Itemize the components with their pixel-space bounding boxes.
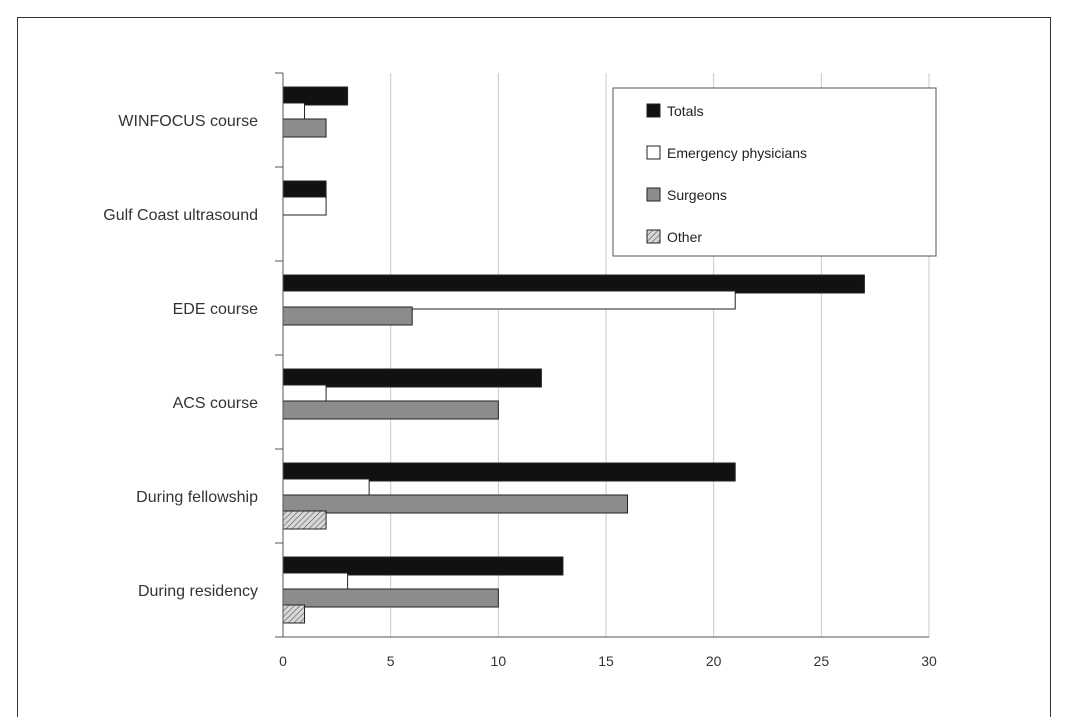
bar-other: [282, 604, 306, 624]
bar-emergency-physicians: [282, 102, 306, 122]
x-tick-label: 0: [279, 653, 287, 669]
bar-emergency-physicians: [282, 478, 370, 498]
category-label: During fellowship: [136, 489, 258, 506]
category-label: During residency: [138, 583, 258, 600]
legend-label: Surgeons: [667, 187, 727, 203]
bar-totals: [282, 274, 865, 294]
bar-totals: [282, 556, 564, 576]
bar-other: [282, 510, 327, 530]
category-label: Gulf Coast ultrasound: [103, 207, 258, 224]
legend-label: Totals: [667, 103, 704, 119]
bar-emergency-physicians: [282, 384, 327, 404]
legend: Totals Emergency physicians Surgeons Other: [612, 87, 937, 257]
bar-emergency-physicians: [282, 290, 736, 310]
legend-swatch: [646, 103, 661, 118]
bar-totals: [282, 462, 736, 482]
x-tick-label: 25: [814, 653, 830, 669]
category-label: EDE course: [173, 301, 258, 318]
bar-totals: [282, 180, 327, 200]
legend-box: [612, 87, 937, 257]
legend-swatch: [646, 145, 661, 160]
x-tick-label: 15: [598, 653, 614, 669]
category-label: ACS course: [173, 395, 258, 412]
bar-surgeons: [282, 306, 413, 326]
legend-swatch: [646, 229, 661, 244]
bar-emergency-physicians: [282, 572, 349, 592]
bar-emergency-physicians: [282, 196, 327, 216]
x-tick-label: 20: [706, 653, 722, 669]
bar-surgeons: [282, 494, 629, 514]
x-tick-label: 10: [491, 653, 507, 669]
legend-label: Other: [667, 229, 702, 245]
bar-surgeons: [282, 400, 499, 420]
chart-frame: [17, 17, 1051, 717]
bar-totals: [282, 368, 542, 388]
bars: [282, 86, 865, 624]
legend-label: Emergency physicians: [667, 145, 807, 161]
bar-totals: [282, 86, 349, 106]
x-tick-label: 30: [921, 653, 937, 669]
legend-swatch: [646, 187, 661, 202]
category-label: WINFOCUS course: [118, 113, 258, 130]
axes: 0 5 10 15 20 25 30 WINFOCUS course Gulf Coast ul…: [103, 72, 937, 669]
bar-surgeons: [282, 588, 499, 608]
x-tick-label: 5: [387, 653, 395, 669]
bar-surgeons: [282, 118, 327, 138]
